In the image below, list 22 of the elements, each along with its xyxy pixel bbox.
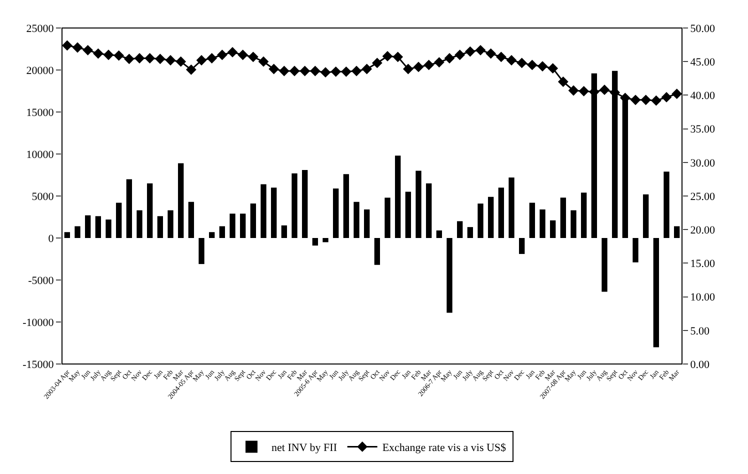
- y-tick-label: 0: [48, 232, 54, 245]
- legend-label: Exchange rate vis a vis US$: [382, 442, 507, 454]
- y2-tick-label: 10.00: [690, 292, 716, 304]
- y2-tick-label: 0.00: [690, 358, 710, 371]
- y2-tick-label: 25.00: [690, 190, 716, 203]
- y-tick-label: 10000: [26, 148, 54, 161]
- y-tick-label: 5000: [32, 190, 54, 203]
- y2-tick-label: 30.00: [690, 157, 716, 170]
- y2-tick-label: 20.00: [690, 224, 716, 236]
- y2-tick-label: 40.00: [690, 90, 716, 102]
- legend-label: net INV by FII: [272, 442, 338, 454]
- y-tick-label: -5000: [28, 274, 54, 287]
- y2-tick-label: 15.00: [690, 258, 716, 270]
- y-tick-label: 20000: [26, 64, 54, 77]
- y-tick-label: 25000: [26, 22, 54, 35]
- y2-tick-label: 50.00: [690, 22, 716, 35]
- y2-tick-label: 5.00: [690, 325, 710, 338]
- y2-tick-label: 35.00: [690, 124, 716, 136]
- y-tick-label: 15000: [26, 106, 54, 119]
- y2-tick-label: 45.00: [690, 56, 716, 68]
- y-tick-label: -15000: [22, 358, 54, 371]
- y-tick-label: -10000: [22, 316, 54, 329]
